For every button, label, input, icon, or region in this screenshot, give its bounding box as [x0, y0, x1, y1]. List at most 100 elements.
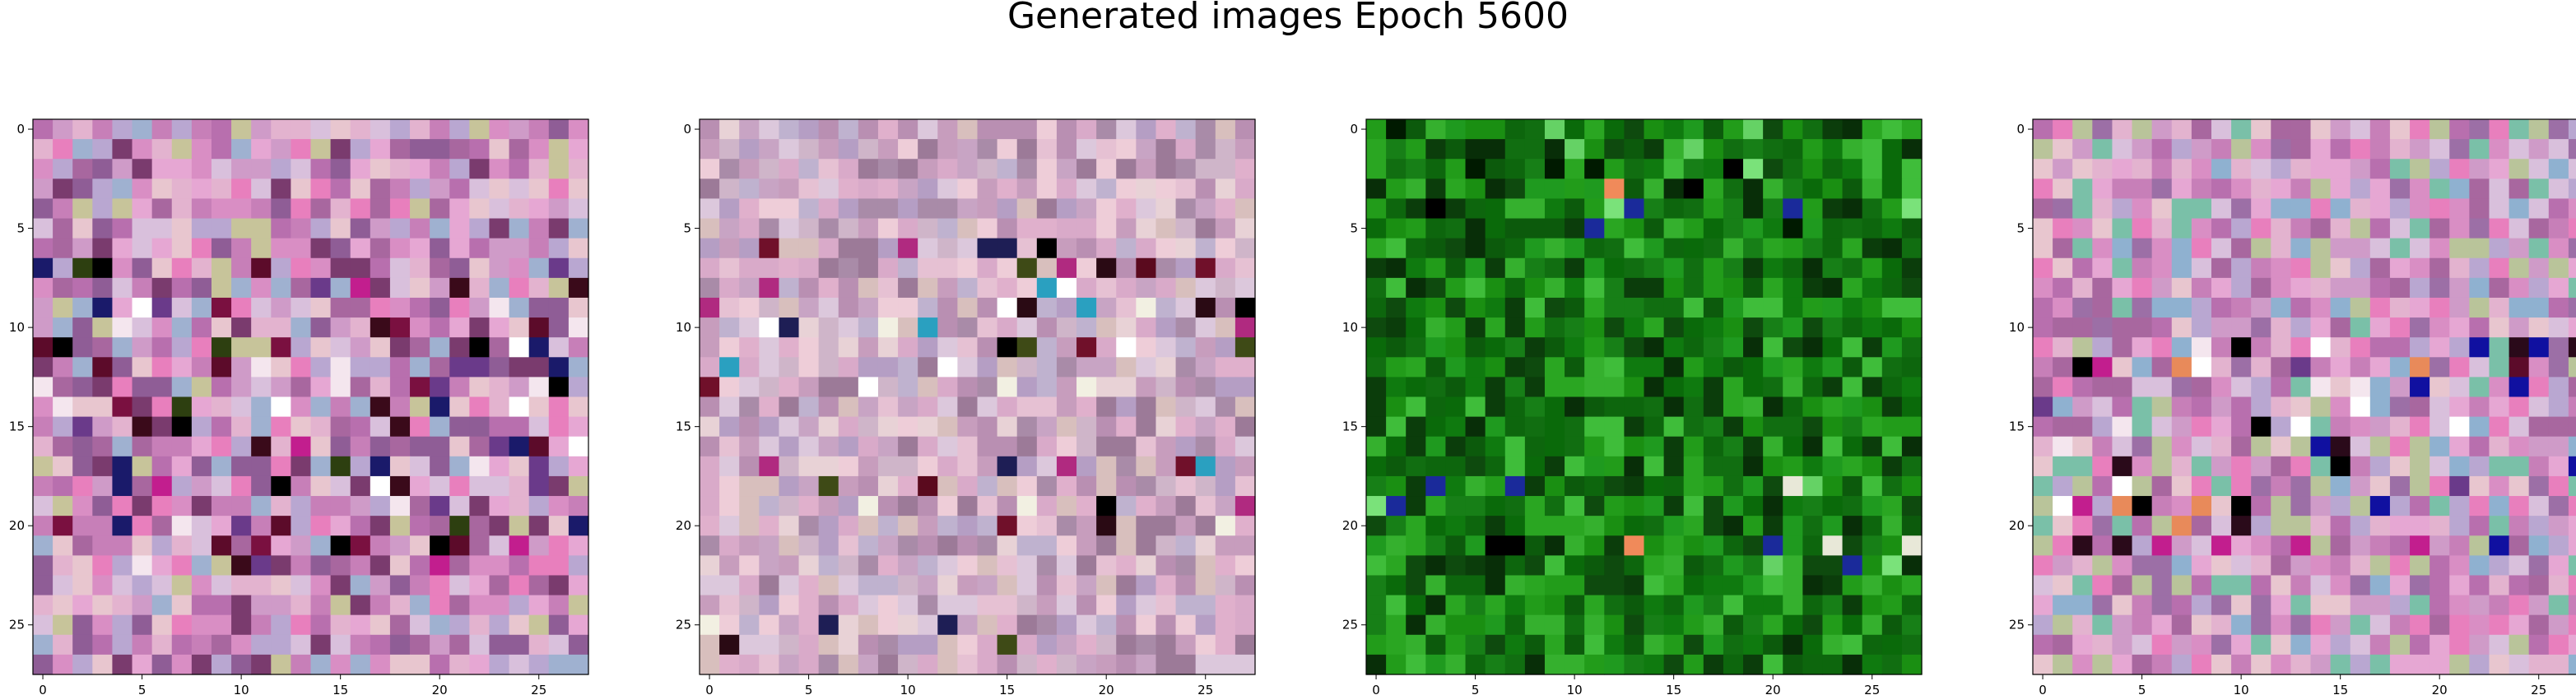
pixel-cell: [310, 317, 332, 338]
pixel-cell: [1663, 257, 1685, 279]
pixel-cell: [1524, 456, 1546, 477]
pixel-cell: [877, 416, 899, 438]
pixel-cell: [1504, 377, 1526, 398]
pixel-cell: [449, 516, 470, 536]
pixel-cell: [1406, 317, 1426, 338]
pixel-cell: [2568, 654, 2576, 675]
pixel-cell: [509, 654, 530, 675]
pixel-cell: [2151, 634, 2173, 656]
pixel-cell: [2290, 436, 2312, 457]
pixel-cell: [469, 595, 491, 616]
pixel-cell: [171, 357, 193, 378]
pixel-cell: [2369, 317, 2391, 338]
pixel-cell: [2449, 555, 2470, 577]
pixel-cell: [151, 456, 173, 477]
pixel-cell: [528, 377, 550, 398]
pixel-cell: [251, 396, 272, 418]
pixel-cell: [997, 535, 1018, 556]
pixel-cell: [2171, 475, 2192, 497]
pixel-cell: [1155, 614, 1177, 636]
pixel-cell: [2528, 475, 2550, 497]
pixel-cell: [838, 575, 859, 596]
pixel-cell: [469, 475, 491, 497]
pixel-cell: [1624, 337, 1645, 358]
pixel-cell: [2132, 218, 2153, 239]
pixel-cell: [1783, 436, 1803, 457]
pixel-cell: [430, 555, 450, 577]
pixel-cell: [132, 456, 153, 477]
pixel-cell: [2430, 218, 2450, 239]
pixel-cell: [2528, 634, 2550, 656]
pixel-cell: [509, 337, 530, 358]
pixel-cell: [132, 475, 153, 497]
pixel-cell: [1485, 297, 1506, 318]
pixel-cell: [1544, 357, 1565, 378]
pixel-cell: [528, 159, 550, 179]
pixel-cell: [2112, 396, 2133, 418]
pixel-cell: [1366, 614, 1387, 636]
pixel-cell: [350, 178, 371, 200]
pixel-cell: [739, 555, 760, 577]
pixel-cell: [271, 257, 291, 279]
pixel-cell: [1036, 475, 1058, 497]
pixel-cell: [759, 436, 780, 457]
pixel-cell: [2072, 218, 2093, 239]
pixel-cell: [1445, 159, 1467, 179]
pixel-cell: [1802, 277, 1824, 299]
pixel-cell: [231, 575, 252, 596]
pixel-cell: [898, 535, 918, 556]
pixel-cell: [231, 178, 252, 200]
pixel-cell: [1136, 178, 1157, 200]
pixel-cell: [1604, 119, 1625, 140]
pixel-cell: [1723, 257, 1744, 279]
pixel-cell: [1763, 377, 1783, 398]
pixel-cell: [2112, 277, 2133, 299]
y-tick-label: 10: [1342, 320, 1358, 335]
pixel-cell: [937, 575, 958, 596]
pixel-cell: [918, 238, 938, 259]
pixel-cell: [271, 218, 291, 239]
pixel-cell: [1504, 496, 1526, 517]
pixel-cell: [798, 634, 820, 656]
pixel-cell: [1862, 337, 1883, 358]
pixel-cell: [2350, 654, 2371, 675]
pixel-cell: [1524, 198, 1546, 220]
pixel-cell: [2310, 535, 2332, 556]
pixel-cell: [937, 119, 958, 140]
pixel-cell: [1743, 178, 1764, 200]
pixel-cell: [2092, 496, 2113, 517]
pixel-cell: [2092, 337, 2113, 358]
pixel-cell: [1504, 119, 1526, 140]
pixel-cell: [548, 257, 570, 279]
pixel-cell: [2430, 575, 2450, 596]
pixel-cell: [1743, 277, 1764, 299]
pixel-cell: [2092, 595, 2113, 616]
pixel-cell: [957, 516, 979, 536]
pixel-cell: [2132, 456, 2153, 477]
pixel-cell: [2251, 257, 2271, 279]
pixel-cell: [2430, 257, 2450, 279]
pixel-cell: [1445, 535, 1467, 556]
pixel-cell: [410, 257, 430, 279]
pixel-cell: [330, 277, 351, 299]
pixel-cell: [2489, 178, 2510, 200]
pixel-cell: [2389, 575, 2411, 596]
pixel-cell: [1901, 535, 1923, 556]
pixel-cell: [2092, 218, 2113, 239]
pixel-cell: [2369, 436, 2391, 457]
pixel-cell: [1406, 436, 1426, 457]
pixel-cell: [469, 218, 491, 239]
pixel-cell: [1116, 575, 1137, 596]
pixel-cell: [2251, 377, 2271, 398]
pixel-cell: [1175, 535, 1197, 556]
pixel-cell: [2092, 119, 2113, 140]
pixel-cell: [1036, 416, 1058, 438]
pixel-cell: [977, 198, 998, 220]
pixel-cell: [171, 456, 193, 477]
pixel-cell: [1604, 396, 1625, 418]
pixel-cell: [2191, 555, 2212, 577]
pixel-cell: [838, 317, 859, 338]
pixel-cell: [1036, 159, 1058, 179]
pixel-cell: [528, 475, 550, 497]
pixel-cell: [779, 535, 800, 556]
